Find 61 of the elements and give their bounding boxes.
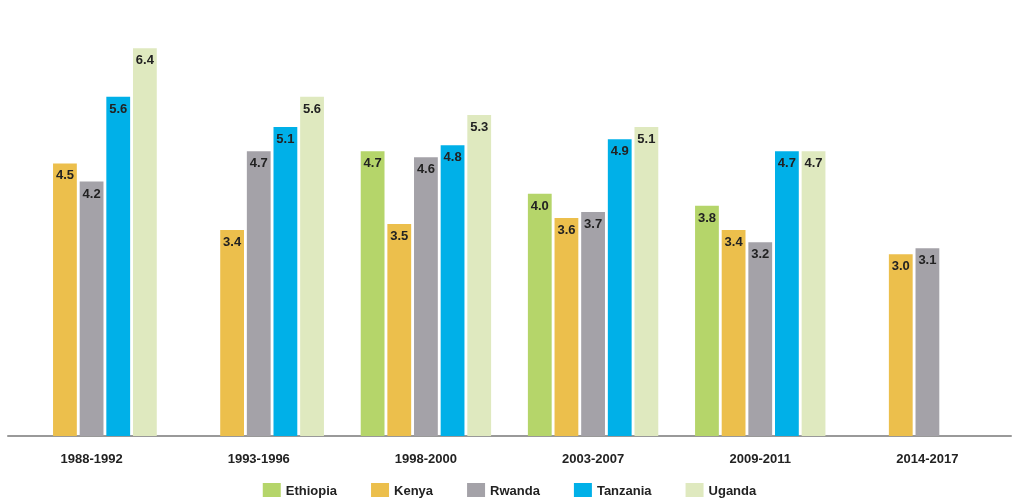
bar	[360, 151, 385, 436]
data-label: 5.3	[470, 118, 489, 134]
data-label: 3.4	[724, 234, 744, 250]
data-label: 4.7	[804, 155, 823, 171]
data-label: 4.9	[610, 143, 629, 159]
data-label: 3.6	[557, 221, 576, 237]
data-label: 3.2	[751, 246, 770, 262]
bar	[246, 151, 271, 436]
bar	[527, 193, 552, 436]
bar	[273, 127, 298, 436]
x-tick-label: 1988-1992	[60, 451, 123, 466]
bar	[79, 181, 104, 436]
data-label: 3.5	[390, 228, 409, 243]
data-label: 5.1	[276, 131, 295, 147]
bar	[440, 145, 465, 436]
data-label: 4.2	[82, 185, 101, 201]
data-label: 3.7	[584, 215, 603, 231]
data-label: 4.0	[530, 197, 549, 213]
data-label: 4.5	[55, 167, 74, 183]
bar	[132, 48, 157, 436]
data-label: 4.7	[363, 155, 382, 171]
bar	[53, 163, 77, 436]
bar	[106, 96, 131, 436]
data-label: 4.6	[416, 161, 435, 177]
bar	[607, 139, 632, 436]
legend-label: Ethiopia	[285, 482, 338, 498]
bar	[721, 230, 746, 436]
data-label: 3.0	[891, 258, 910, 274]
legend-label: Kenya	[394, 482, 434, 498]
x-tick-label: 1998-2000	[394, 451, 457, 466]
data-label: 3.1	[918, 252, 937, 268]
bar	[300, 96, 324, 436]
bar	[915, 248, 940, 436]
data-label: 5.6	[109, 100, 128, 116]
bar	[387, 224, 412, 436]
bar	[554, 217, 579, 436]
bar	[775, 151, 799, 436]
data-label: 5.1	[637, 131, 656, 147]
data-label: 4.7	[249, 155, 268, 171]
legend-label: Uganda	[708, 482, 757, 498]
legend-label: Tanzania	[596, 482, 653, 498]
data-label: 4.8	[443, 149, 462, 165]
data-label: 3.8	[697, 209, 716, 225]
bar	[414, 157, 438, 436]
data-label: 4.7	[777, 155, 796, 171]
x-tick-label: 1993-1996	[227, 451, 290, 466]
bar	[695, 205, 719, 436]
bar	[634, 127, 659, 436]
bar	[467, 114, 492, 436]
bar	[581, 211, 605, 436]
bar	[748, 242, 773, 436]
data-label: 6.4	[135, 52, 155, 68]
bar	[888, 254, 913, 436]
data-label: 3.4	[223, 234, 242, 250]
x-tick-label: 2009-2011	[729, 451, 791, 466]
legend-label: Rwanda	[490, 482, 541, 498]
bar	[220, 230, 244, 436]
bar	[801, 151, 826, 436]
data-label: 5.6	[303, 100, 322, 116]
x-tick-label: 2014-2017	[896, 451, 959, 466]
x-tick-label: 2003-2007	[562, 451, 625, 466]
